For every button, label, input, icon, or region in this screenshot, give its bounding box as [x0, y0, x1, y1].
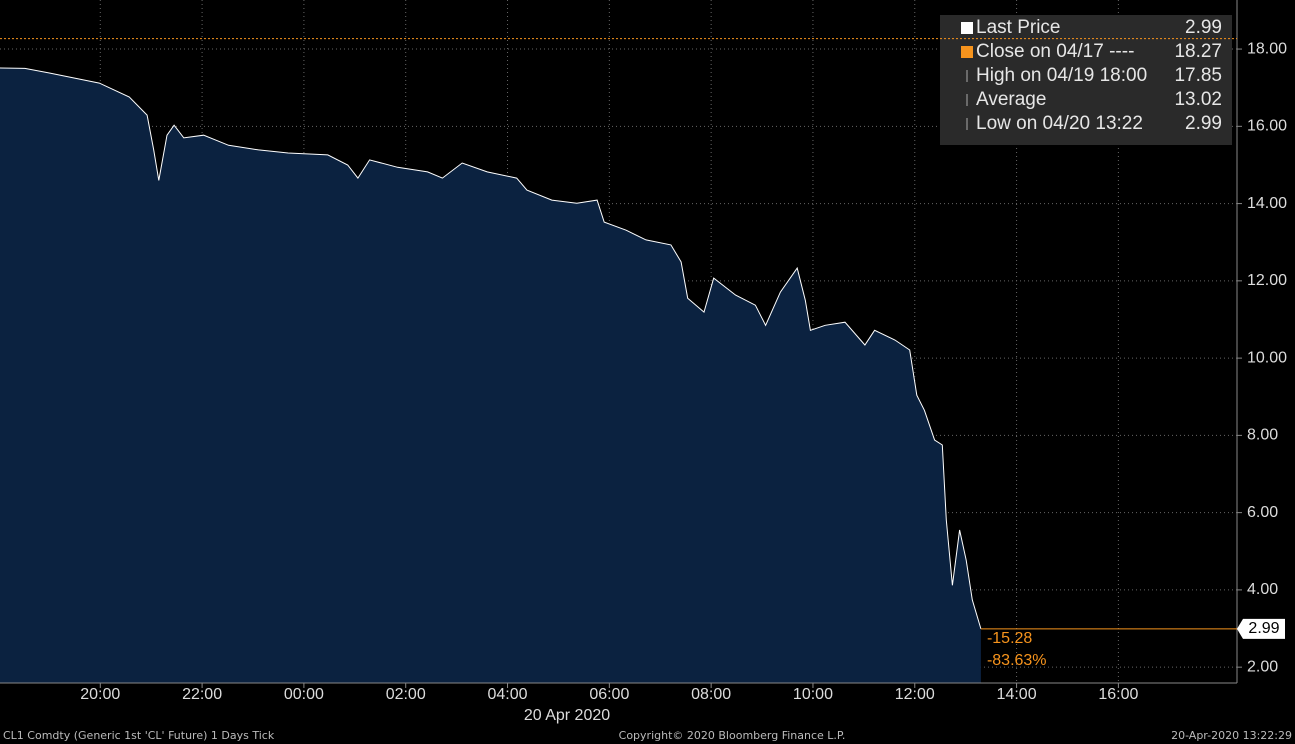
y-tick-label: 12.00: [1247, 272, 1287, 289]
footer-right: 20-Apr-2020 13:22:29: [1171, 729, 1292, 742]
x-tick-label: 20:00: [80, 686, 120, 703]
y-tick-label: 4.00: [1247, 581, 1278, 598]
last-price-tag: [1237, 618, 1285, 639]
legend-swatch: [961, 46, 973, 58]
legend-label: Average: [976, 89, 1046, 110]
legend-value: 2.99: [1185, 17, 1222, 38]
y-tick-label: 2.00: [1247, 658, 1278, 675]
legend-box: [940, 15, 1232, 145]
legend-label: High on 04/19 18:00: [976, 65, 1147, 86]
footer-left: CL1 Comdty (Generic 1st 'CL' Future) 1 D…: [3, 729, 275, 742]
x-tick-label: 06:00: [589, 686, 629, 703]
y-tick-label: 10.00: [1247, 349, 1287, 366]
x-tick-label: 04:00: [488, 686, 528, 703]
y-tick-label: 14.00: [1247, 195, 1287, 212]
plot: [0, 0, 1237, 683]
change-label: -15.28: [987, 630, 1032, 647]
y-tick-label: 6.00: [1247, 504, 1278, 521]
legend-value: 2.99: [1185, 113, 1222, 134]
x-tick-label: 02:00: [386, 686, 426, 703]
legend-swatch: [961, 22, 973, 34]
x-tick-label: 16:00: [1098, 686, 1138, 703]
x-tick-label: 08:00: [691, 686, 731, 703]
x-tick-label: 14:00: [997, 686, 1037, 703]
last-price-tag-label: 2.99: [1248, 620, 1279, 637]
legend-label: Low on 04/20 13:22: [976, 113, 1143, 134]
price-line: [0, 67, 982, 630]
footer: [0, 727, 1295, 744]
area-fill: [0, 68, 981, 683]
x-tick-label: 10:00: [793, 686, 833, 703]
x-tick-label: 12:00: [895, 686, 935, 703]
y-tick-label: 16.00: [1247, 118, 1287, 135]
legend-label: Close on 04/17 ----: [976, 41, 1134, 62]
x-tick-label: 22:00: [182, 686, 222, 703]
legend-value: 18.27: [1174, 41, 1222, 62]
legend-value: 17.85: [1174, 65, 1222, 86]
x-tick-label: 00:00: [284, 686, 324, 703]
legend-label: Last Price: [976, 17, 1060, 38]
footer-center: Copyright© 2020 Bloomberg Finance L.P.: [619, 729, 846, 742]
y-tick-label: 8.00: [1247, 427, 1278, 444]
change-pct-label: -83.63%: [987, 652, 1047, 669]
x-axis-label: 20 Apr 2020: [524, 707, 610, 724]
legend-value: 13.02: [1174, 89, 1222, 110]
y-tick-label: 18.00: [1247, 40, 1287, 57]
